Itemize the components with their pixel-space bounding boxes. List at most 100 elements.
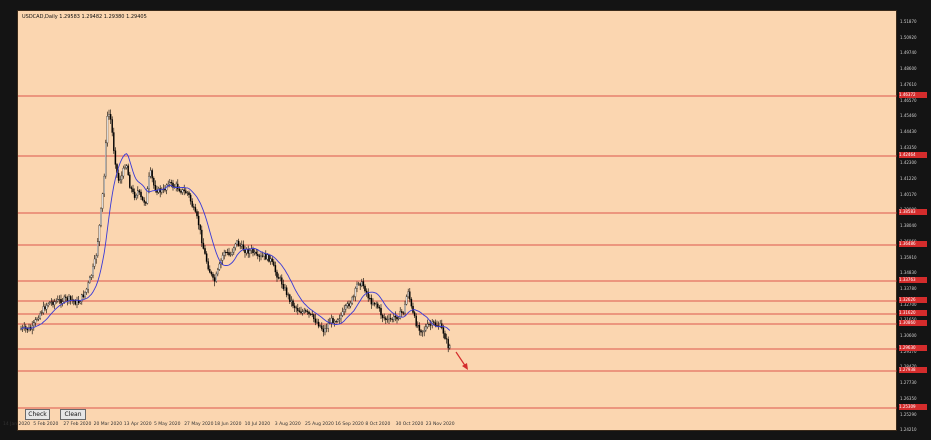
candle-body bbox=[197, 215, 200, 226]
date-tick: 3 Aug 2020 bbox=[274, 422, 301, 427]
date-tick: 5 May 2020 bbox=[154, 422, 181, 427]
candle-body bbox=[90, 275, 93, 278]
candle-body bbox=[106, 116, 109, 144]
candle-body bbox=[420, 330, 422, 333]
candle-body bbox=[314, 318, 317, 323]
candle-body bbox=[228, 252, 230, 256]
candle-body bbox=[133, 191, 136, 198]
candle-body bbox=[361, 281, 363, 286]
price-axis: 1.51870 1.50920 1.49740 1.48600 1.47610 1.465… bbox=[897, 10, 931, 439]
candle-body bbox=[313, 314, 315, 320]
candle-body bbox=[298, 310, 301, 312]
candle-body bbox=[415, 315, 417, 327]
candle-body bbox=[149, 170, 152, 177]
candle-body bbox=[434, 322, 437, 326]
candle-body bbox=[433, 321, 435, 323]
candle-body bbox=[353, 296, 355, 298]
candle-body bbox=[113, 132, 115, 151]
candle-body bbox=[205, 253, 208, 262]
candle-body bbox=[125, 165, 128, 168]
candle-body bbox=[305, 310, 307, 312]
moving-average-line bbox=[20, 153, 451, 331]
price-tick: 1.45460 bbox=[900, 113, 917, 119]
candle-body bbox=[69, 296, 72, 300]
candle-body bbox=[95, 255, 97, 260]
level-badge: 1.27938 bbox=[899, 367, 927, 373]
candle-body bbox=[79, 301, 81, 304]
candle-body bbox=[89, 277, 91, 283]
candle-body bbox=[343, 308, 345, 312]
date-tick: 13 Apr 2020 bbox=[123, 422, 152, 427]
candle-body bbox=[284, 287, 286, 290]
clean-button[interactable]: Clean bbox=[60, 409, 86, 420]
candle-body bbox=[444, 333, 446, 339]
candle-body bbox=[170, 182, 173, 184]
candle-body bbox=[181, 189, 184, 193]
candle-body bbox=[169, 182, 171, 185]
candle-body bbox=[447, 338, 449, 349]
candle-body bbox=[137, 190, 139, 196]
candle-body bbox=[297, 308, 299, 311]
candle-body bbox=[183, 189, 185, 192]
candle-body bbox=[300, 311, 302, 314]
candle-body bbox=[301, 311, 304, 314]
candle-body bbox=[287, 294, 289, 296]
price-tick: 1.40170 bbox=[900, 191, 917, 197]
candle-body bbox=[332, 317, 334, 324]
candle-body bbox=[389, 317, 392, 320]
candle-body bbox=[114, 150, 117, 165]
candle-body bbox=[175, 183, 177, 187]
candle-body bbox=[364, 285, 366, 292]
date-tick: 16 Sep 2020 bbox=[335, 422, 364, 427]
candle-body bbox=[391, 318, 393, 320]
candle-body bbox=[413, 312, 416, 317]
candle-body bbox=[68, 296, 70, 301]
candle-body bbox=[266, 254, 269, 260]
candle-body bbox=[281, 277, 283, 285]
candle-body bbox=[66, 297, 69, 301]
candle-body bbox=[295, 307, 297, 309]
candle-body bbox=[61, 301, 64, 304]
price-tick: 1.35910 bbox=[900, 254, 917, 260]
price-tick: 1.38040 bbox=[900, 223, 917, 229]
candle-body bbox=[97, 241, 99, 256]
candle-body bbox=[119, 179, 121, 181]
candle-body bbox=[277, 277, 280, 279]
level-badge: 1.32626 bbox=[899, 297, 927, 303]
check-button[interactable]: Check bbox=[25, 409, 50, 420]
price-tick: 1.50920 bbox=[900, 34, 917, 40]
candle-body bbox=[234, 243, 237, 248]
candle-body bbox=[362, 281, 365, 287]
candle-body bbox=[282, 284, 285, 289]
candle-body bbox=[380, 308, 382, 316]
candle-body bbox=[53, 301, 56, 305]
candle-body bbox=[129, 174, 131, 188]
level-badge: 1.46372 bbox=[899, 92, 927, 98]
candle-body bbox=[33, 322, 35, 326]
candle-body bbox=[421, 331, 424, 333]
candle-body bbox=[138, 190, 141, 193]
candle-body bbox=[316, 321, 318, 323]
candle-body bbox=[143, 199, 145, 203]
candle-body bbox=[52, 301, 54, 305]
candle-body bbox=[249, 250, 251, 254]
candle-body bbox=[348, 303, 350, 307]
candle-body bbox=[157, 188, 160, 193]
price-tick: 1.33780 bbox=[900, 285, 917, 291]
candle-body bbox=[186, 192, 189, 194]
candle-body bbox=[394, 315, 397, 318]
date-tick: 14 Jan 2020 bbox=[3, 422, 30, 427]
candle-body bbox=[351, 296, 353, 304]
candle-body bbox=[290, 300, 293, 302]
candle-body bbox=[426, 323, 429, 328]
candle-body bbox=[55, 300, 57, 302]
candle-body bbox=[441, 323, 443, 328]
candle-body bbox=[37, 317, 40, 320]
candle-body bbox=[428, 323, 430, 325]
candle-body bbox=[338, 318, 341, 320]
candle-body bbox=[365, 290, 368, 293]
price-tick: 1.25290 bbox=[900, 411, 917, 417]
candle-body bbox=[213, 277, 216, 282]
candle-body bbox=[74, 300, 77, 305]
candle-body bbox=[402, 312, 405, 314]
